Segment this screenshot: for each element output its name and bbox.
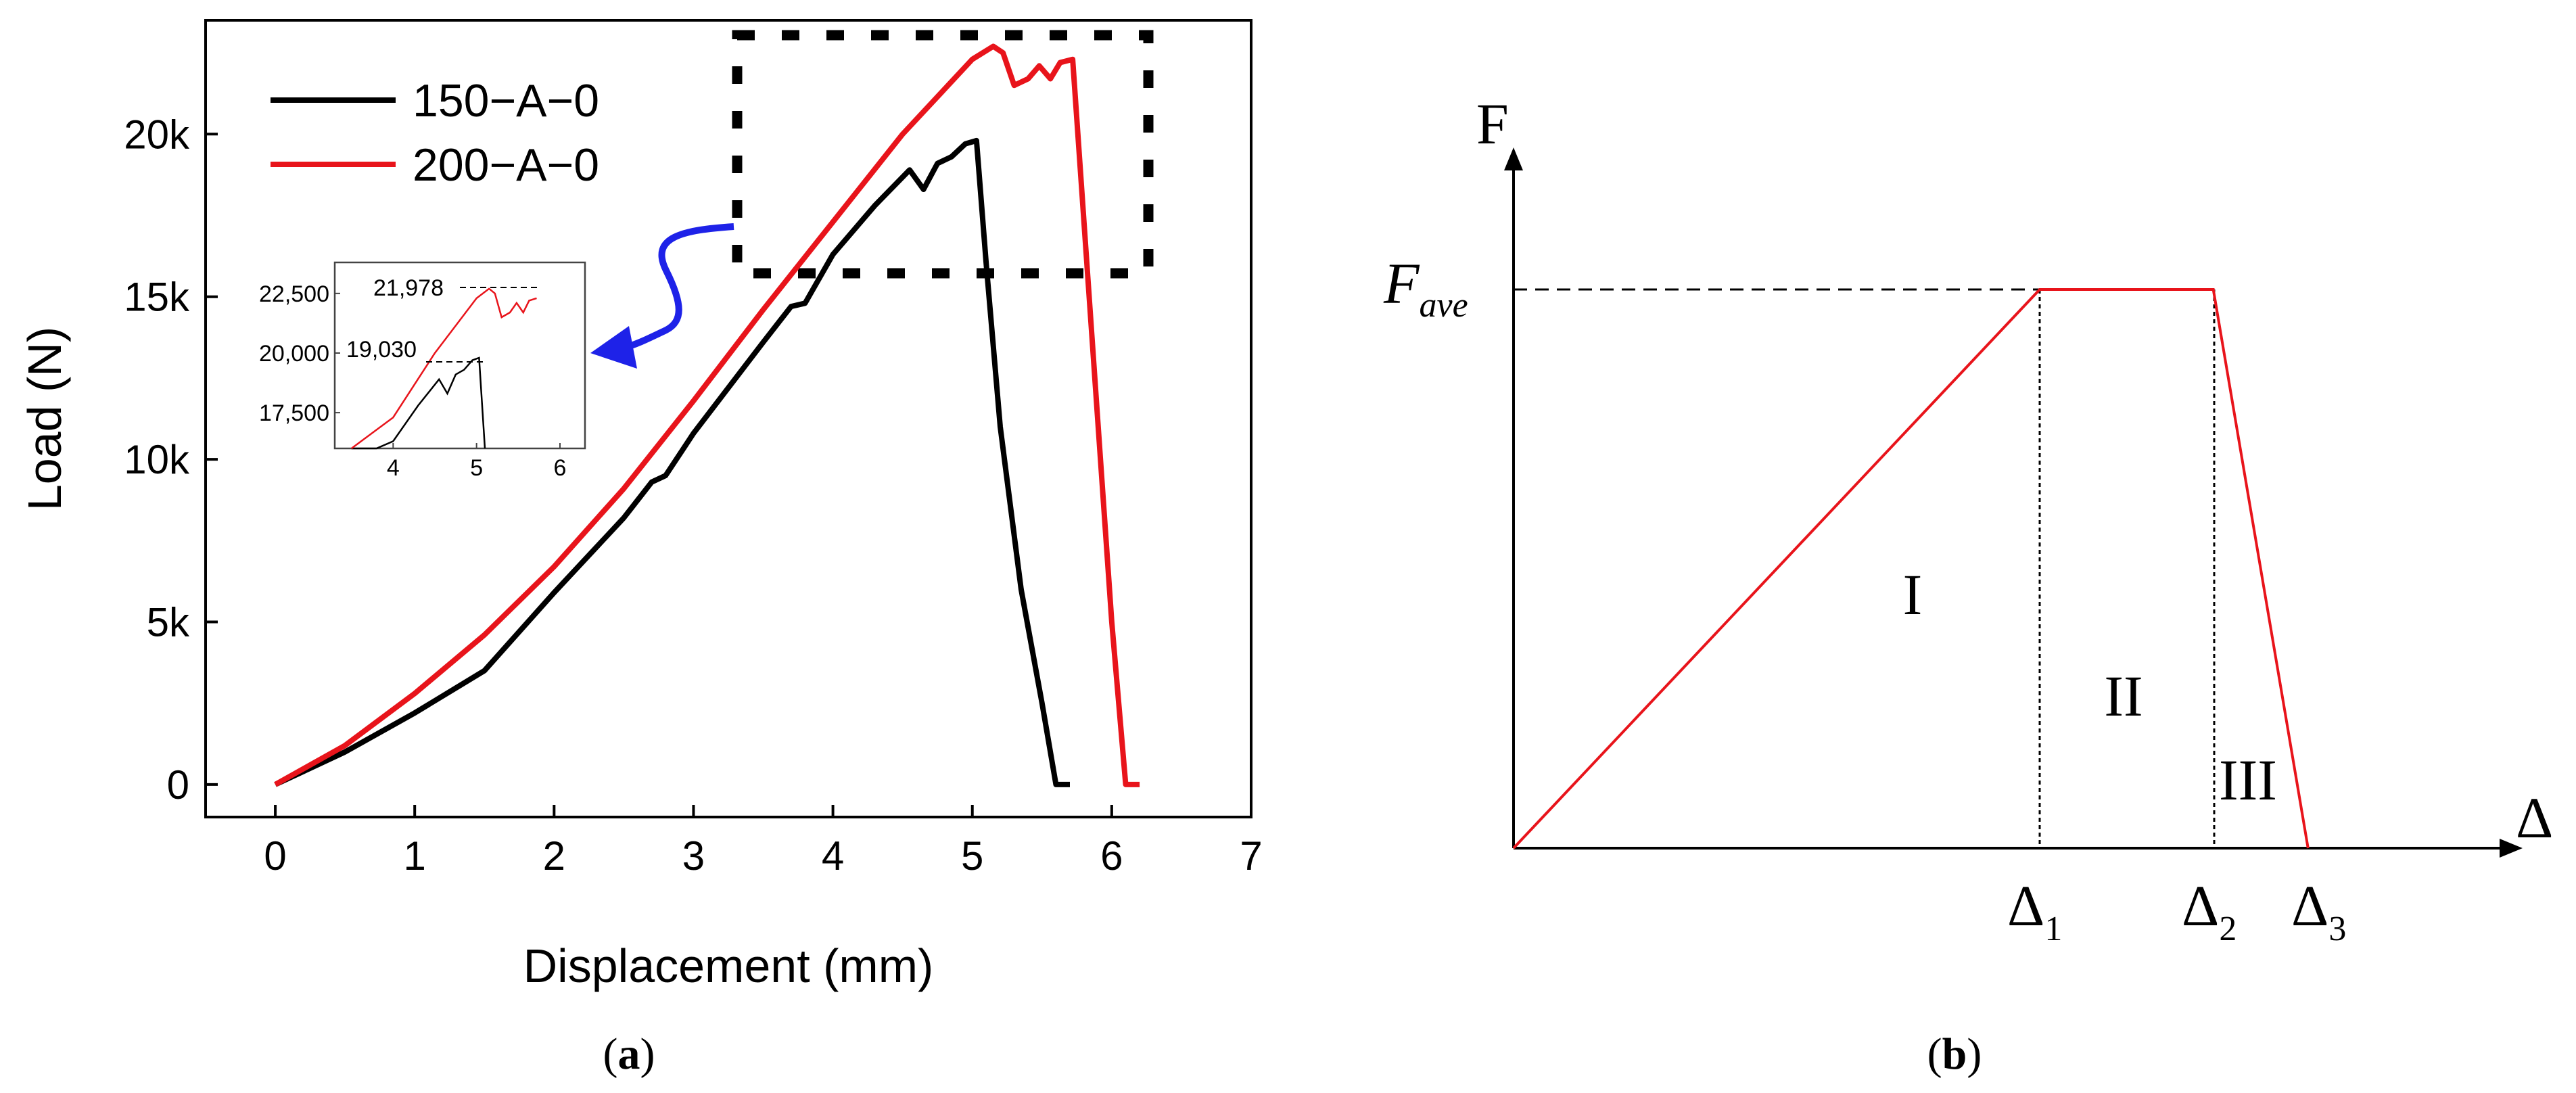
favg-label-main: F: [1383, 251, 1420, 316]
delta3-sub: 3: [2328, 910, 2346, 948]
diagram-x-arrowhead-icon: [2500, 839, 2523, 858]
diagram-x-label: Δ: [2516, 785, 2553, 850]
inset-data-lines: [350, 287, 537, 450]
legend-label-200-A-0: 200−A−0: [413, 139, 599, 191]
delta2-sub: 2: [2219, 910, 2237, 948]
panel-a-load-displacement-chart: 0 1 2 3 4 5 6 7 0 5k 10k 15k 20k 150−A−0 200−A−0 4 5…: [18, 19, 1263, 1079]
inset-annotation-21978: 21,978: [373, 275, 444, 301]
x-tick-label: 7: [1240, 833, 1262, 879]
y-axis-ticks: 0 5k 10k 15k 20k: [124, 112, 218, 808]
y-tick-label: 20k: [124, 112, 190, 157]
arrow-head-icon: [590, 326, 637, 369]
y-tick-label: 10k: [124, 437, 190, 482]
inset-annotation-19030: 19,030: [346, 337, 417, 363]
series-line-200-A-0: [274, 43, 1140, 787]
inset-axis-ticks: 4 5 6 17,500 20,000 22,500: [259, 281, 566, 481]
panel-label-a-letter: a: [618, 1029, 640, 1079]
delta1-sub: 1: [2044, 910, 2062, 948]
inset-x-tick-label: 5: [470, 455, 483, 481]
panel-label-b-letter: b: [1942, 1029, 1967, 1079]
x-tick-label: 3: [682, 833, 705, 879]
inset-y-tick-label: 22,500: [259, 281, 329, 307]
y-tick-label: 15k: [124, 275, 190, 320]
data-lines: [274, 43, 1140, 787]
x-axis-ticks: 0 1 2 3 4 5 6 7: [264, 805, 1263, 879]
inset-x-tick-label: 6: [554, 455, 567, 481]
favg-label-sub: ave: [1420, 286, 1468, 325]
inset-y-tick-label: 20,000: [259, 341, 329, 367]
diagram-y-label: F: [1476, 91, 1509, 156]
favg-label: Fave: [1383, 251, 1468, 325]
panel-b-idealized-force-diagram: F Δ Fave Δ1 Δ2 Δ3 I II III (b): [1383, 91, 2553, 1079]
x-tick-label: 5: [961, 833, 983, 879]
delta3-label: Δ3: [2291, 873, 2346, 948]
panel-label-b-open: (: [1927, 1029, 1942, 1079]
region-label-II: II: [2104, 664, 2142, 728]
force-curve: [1512, 288, 2310, 850]
diagram-y-arrowhead-icon: [1504, 147, 1523, 170]
panel-label-b: (b): [1927, 1029, 1982, 1079]
inset-x-tick-label: 4: [387, 455, 400, 481]
x-tick-label: 6: [1100, 833, 1123, 879]
region-label-I: I: [1903, 562, 1923, 627]
region-label-III: III: [2219, 747, 2277, 812]
inset-zoom-plot: 4 5 6 17,500 20,000 22,500 21,978 19,030: [259, 261, 586, 481]
panel-label-a-close: ): [640, 1029, 655, 1079]
delta3-symbol: Δ: [2291, 873, 2328, 938]
x-tick-label: 2: [543, 833, 565, 879]
plot-frame: [204, 19, 1252, 818]
x-tick-label: 0: [264, 833, 286, 879]
inset-series-line-200-A-0: [350, 287, 537, 450]
x-tick-label: 1: [404, 833, 426, 879]
x-tick-label: 4: [822, 833, 844, 879]
y-tick-label: 0: [167, 762, 189, 808]
inset-frame: [333, 261, 586, 450]
legend-label-150-A-0: 150−A−0: [413, 75, 599, 126]
y-axis-title: Load (N): [18, 327, 71, 511]
delta2-label: Δ2: [2182, 873, 2237, 948]
delta1-label: Δ1: [2007, 873, 2062, 948]
y-tick-label: 5k: [147, 600, 190, 645]
delta1-symbol: Δ: [2007, 873, 2044, 938]
delta2-symbol: Δ: [2182, 873, 2219, 938]
series-line-150-A-0: [274, 137, 1070, 787]
legend: 150−A−0 200−A−0: [271, 75, 599, 191]
panel-label-a-open: (: [603, 1029, 618, 1079]
zoom-region-box: [732, 30, 1154, 279]
zoom-pointer-arrow: [590, 223, 734, 369]
x-axis-title: Displacement (mm): [523, 939, 934, 992]
panel-label-b-close: ): [1967, 1029, 1982, 1079]
inset-y-tick-label: 17,500: [259, 400, 329, 426]
arrow-shaft: [621, 223, 734, 352]
panel-label-a: (a): [603, 1029, 655, 1079]
inset-series-line-150-A-0: [351, 356, 486, 450]
